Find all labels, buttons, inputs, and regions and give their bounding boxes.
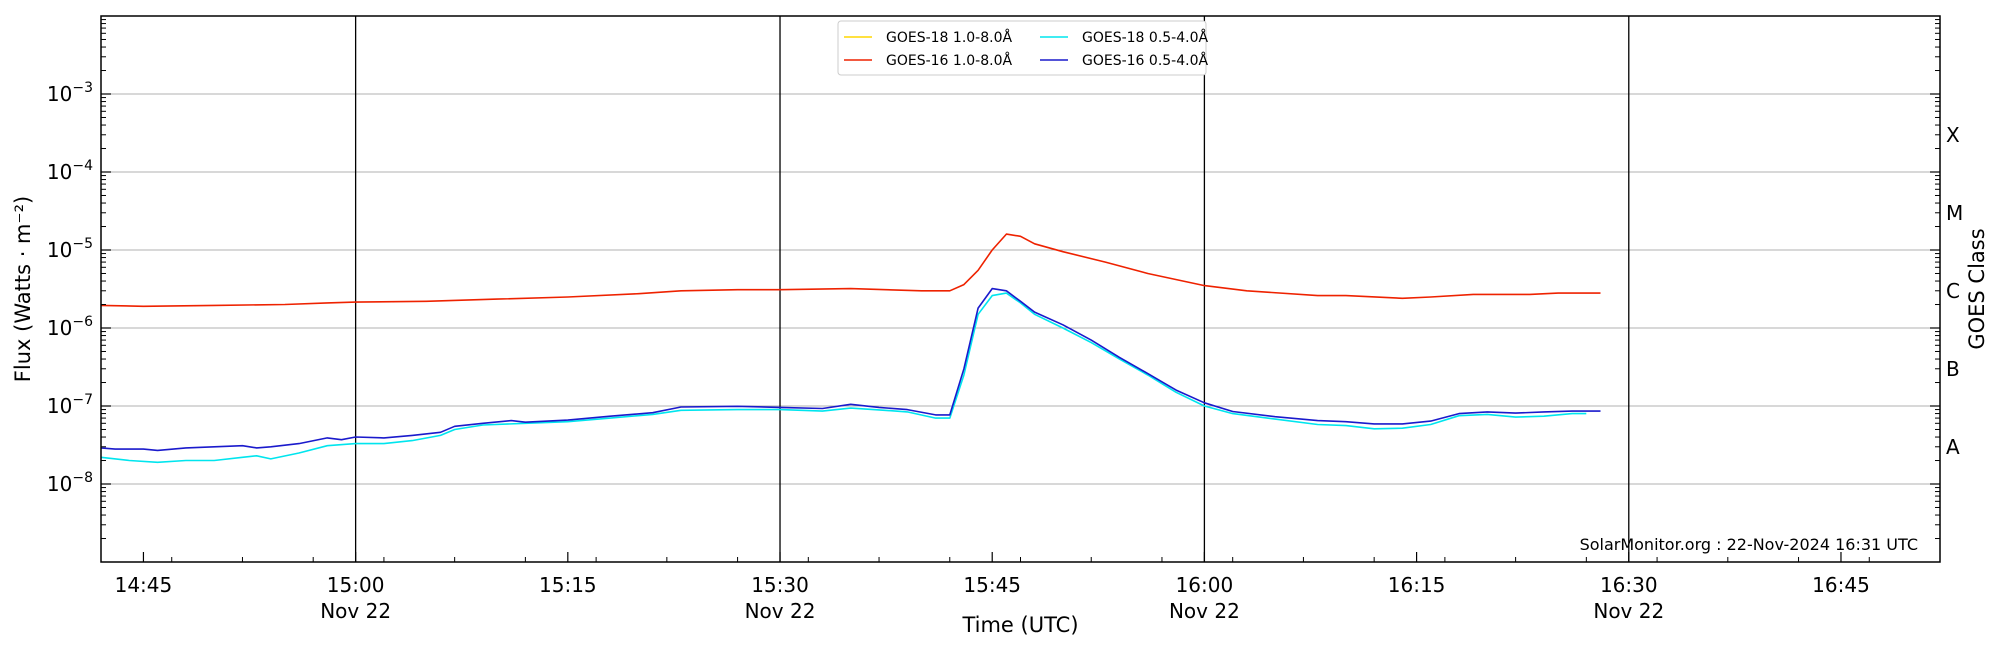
goes-class-labels: A B C M X <box>1946 123 1963 459</box>
x-tick-label: 14:45 <box>115 573 173 597</box>
goes-class-A: A <box>1946 435 1960 459</box>
series-line-2 <box>100 233 1601 308</box>
goes-class-axis-title: GOES Class <box>1965 228 1989 349</box>
y-tick-label: 10−8 <box>47 470 93 496</box>
goes-class-B: B <box>1946 357 1960 381</box>
x-tick-label: 15:45 <box>963 573 1021 597</box>
x-tick-date-label: Nov 22 <box>745 599 816 623</box>
y-tick-label: 10−5 <box>47 236 93 262</box>
y-tick-label: 10−4 <box>47 158 93 184</box>
day-marker-lines <box>354 16 1630 562</box>
legend-label: GOES-18 1.0-8.0Å <box>886 29 1012 46</box>
credit-text: SolarMonitor.org : 22-Nov-2024 16:31 UTC <box>1580 535 1918 554</box>
series-line-3 <box>100 287 1601 452</box>
goes-class-X: X <box>1946 123 1960 147</box>
x-axis-title: Time (UTC) <box>961 613 1078 637</box>
x-tick-label: 16:30 <box>1600 573 1658 597</box>
x-tick-label: 15:15 <box>539 573 597 597</box>
x-tick-date-label: Nov 22 <box>1169 599 1240 623</box>
goes-class-M: M <box>1946 201 1963 225</box>
y-tick-label: 10−6 <box>47 314 93 340</box>
x-tick-label: 16:45 <box>1812 573 1870 597</box>
goes-class-C: C <box>1946 279 1960 303</box>
y-axis-ticks: 10−8 10−7 10−6 10−5 10−4 10−3 <box>47 19 1940 540</box>
y-axis-title-text: Flux (Watts · m⁻²) <box>11 196 35 382</box>
x-tick-label: 15:30 <box>751 573 809 597</box>
x-tick-label: 16:00 <box>1176 573 1234 597</box>
plot-series <box>100 233 1601 464</box>
y-tick-label: 10−7 <box>47 392 93 418</box>
y-axis-title: Flux (Watts · m⁻²) <box>11 196 35 382</box>
horizontal-gridlines <box>101 93 1940 485</box>
legend-label: GOES-16 1.0-8.0Å <box>886 52 1012 69</box>
y-tick-label: 10−3 <box>47 80 93 106</box>
plot-frame <box>100 15 1941 563</box>
x-tick-label: 15:00 <box>327 573 385 597</box>
legend-box <box>837 20 1207 76</box>
legend-label: GOES-16 0.5-4.0Å <box>1082 52 1208 69</box>
x-tick-date-label: Nov 22 <box>320 599 391 623</box>
x-tick-date-label: Nov 22 <box>1593 599 1664 623</box>
series-line-1 <box>100 292 1587 464</box>
legend: GOES-18 1.0-8.0Å GOES-18 0.5-4.0Å GOES-16 … <box>837 20 1208 76</box>
x-tick-label: 16:15 <box>1388 573 1446 597</box>
legend-label: GOES-18 0.5-4.0Å <box>1082 29 1208 46</box>
